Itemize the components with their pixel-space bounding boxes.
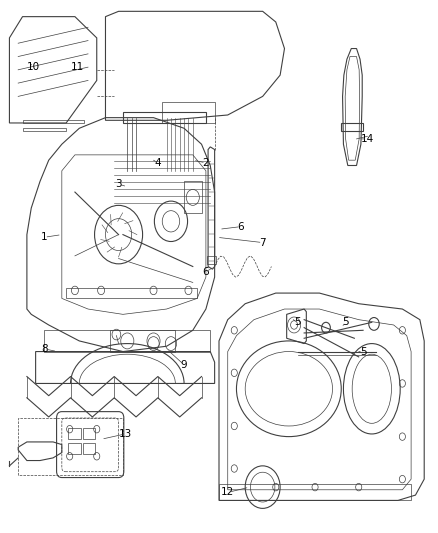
Text: 4: 4: [155, 158, 161, 168]
Text: 7: 7: [259, 238, 266, 247]
Bar: [83, 443, 95, 454]
Text: 8: 8: [41, 344, 48, 354]
Text: 13: 13: [119, 429, 132, 439]
Text: 1: 1: [41, 232, 48, 243]
Text: 9: 9: [181, 360, 187, 370]
Text: 5: 5: [343, 317, 349, 327]
Text: 5: 5: [294, 317, 301, 327]
Bar: [83, 427, 95, 439]
Text: 10: 10: [27, 62, 40, 72]
Text: 11: 11: [71, 62, 84, 72]
Text: 12: 12: [221, 488, 234, 497]
Text: 2: 2: [203, 158, 209, 168]
Text: 3: 3: [115, 179, 122, 189]
Bar: [68, 427, 81, 439]
Text: 14: 14: [361, 134, 374, 144]
Text: 5: 5: [360, 346, 367, 357]
Bar: [68, 443, 81, 454]
Text: 6: 6: [203, 267, 209, 277]
Text: 6: 6: [237, 222, 244, 232]
